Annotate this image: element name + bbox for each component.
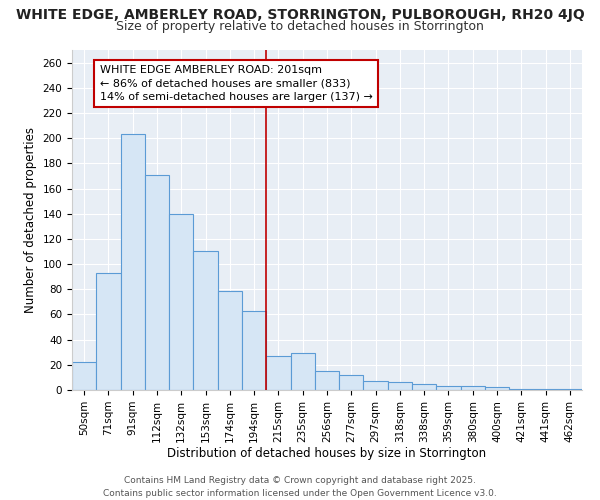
Bar [242,310,266,390]
Bar [96,273,121,390]
X-axis label: Distribution of detached houses by size in Storrington: Distribution of detached houses by size … [167,448,487,460]
Text: WHITE EDGE, AMBERLEY ROAD, STORRINGTON, PULBOROUGH, RH20 4JQ: WHITE EDGE, AMBERLEY ROAD, STORRINGTON, … [16,8,584,22]
Text: Size of property relative to detached houses in Storrington: Size of property relative to detached ho… [116,20,484,33]
Bar [315,371,339,390]
Bar [193,252,218,390]
Bar [485,388,509,390]
Bar [145,174,169,390]
Text: WHITE EDGE AMBERLEY ROAD: 201sqm
← 86% of detached houses are smaller (833)
14% : WHITE EDGE AMBERLEY ROAD: 201sqm ← 86% o… [100,65,373,102]
Bar [533,388,558,390]
Bar [339,375,364,390]
Bar [558,388,582,390]
Bar [412,384,436,390]
Bar [121,134,145,390]
Bar [461,386,485,390]
Bar [364,381,388,390]
Bar [509,388,533,390]
Bar [218,290,242,390]
Bar [169,214,193,390]
Bar [436,386,461,390]
Bar [290,354,315,390]
Y-axis label: Number of detached properties: Number of detached properties [24,127,37,313]
Bar [72,362,96,390]
Bar [266,356,290,390]
Text: Contains HM Land Registry data © Crown copyright and database right 2025.
Contai: Contains HM Land Registry data © Crown c… [103,476,497,498]
Bar [388,382,412,390]
